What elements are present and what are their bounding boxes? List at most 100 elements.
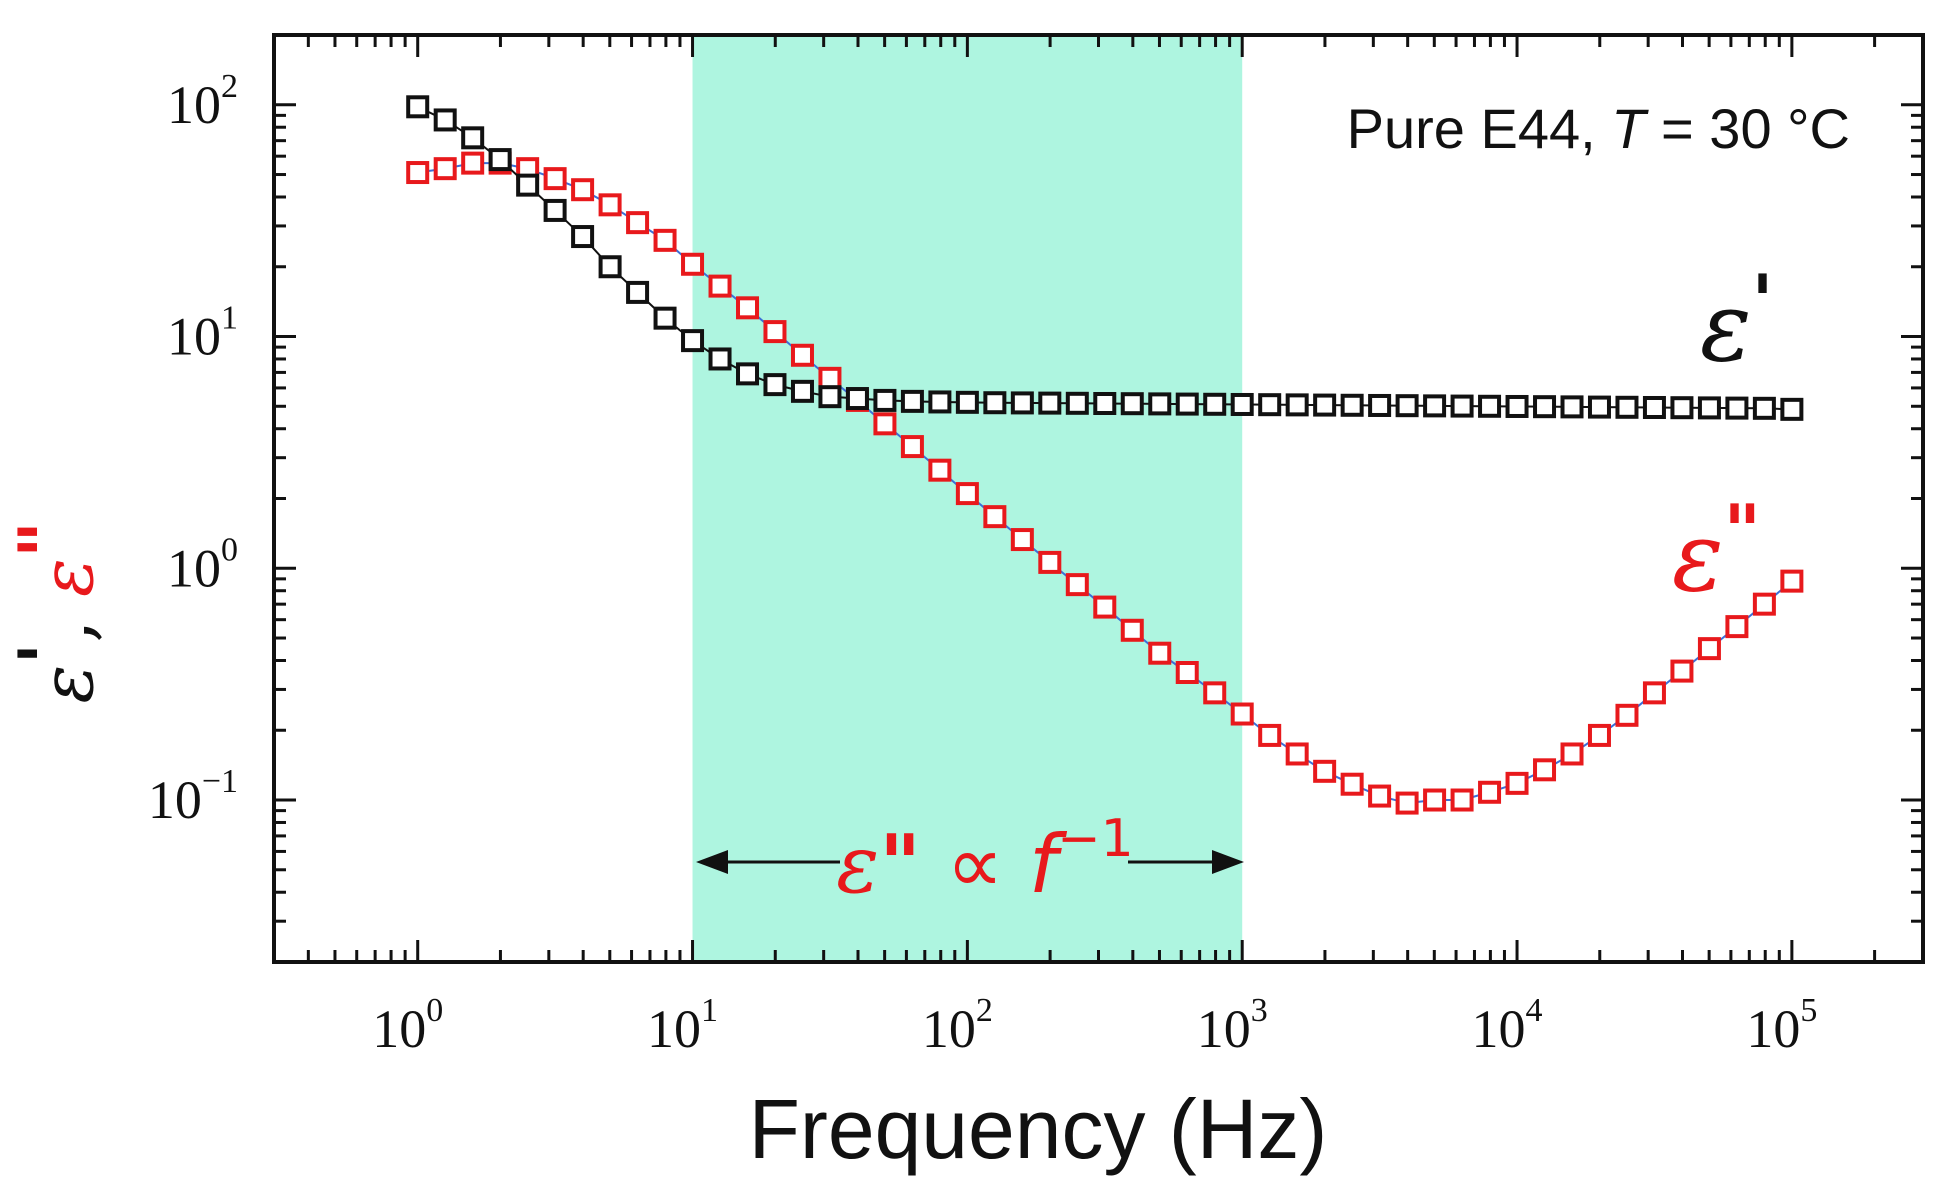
y-title-eps2: ε bbox=[25, 558, 109, 597]
eps-prime-point bbox=[1120, 392, 1144, 416]
y-tick-base: 10 bbox=[167, 75, 221, 135]
major-ticks bbox=[274, 35, 1923, 962]
eps-prime-point bbox=[900, 389, 924, 413]
y-title-prime: ' bbox=[2, 643, 87, 665]
y-title-comma: , bbox=[25, 597, 109, 643]
y-axis-title: ε', ε" bbox=[2, 521, 109, 704]
eps-prime-point bbox=[1313, 393, 1337, 417]
eps-prime-symbol: ε bbox=[1700, 271, 1752, 383]
x-tick-label: 103 bbox=[1197, 992, 1268, 1059]
condition-annotation: Pure E44, T = 30 °C bbox=[1347, 97, 1850, 160]
eps-prime-point bbox=[873, 388, 897, 412]
eps-prime-point bbox=[1560, 395, 1584, 419]
eps-prime-point bbox=[1450, 394, 1474, 418]
eps-prime-point bbox=[1285, 393, 1309, 417]
x-tick-exponent: 2 bbox=[976, 992, 993, 1029]
eps-double-prime-point bbox=[790, 343, 814, 367]
eps-double-prime-point bbox=[1285, 742, 1309, 766]
x-tick-exponent: 5 bbox=[1800, 992, 1817, 1029]
y-tick-base: 10 bbox=[167, 538, 221, 598]
eps-prime-point bbox=[1175, 392, 1199, 416]
eps-prime-point bbox=[1780, 397, 1804, 421]
arrow-right-head bbox=[1212, 850, 1244, 874]
x-tick-label: 101 bbox=[647, 992, 718, 1059]
eps-double-prime-point bbox=[1560, 742, 1584, 766]
eps-double-prime-point bbox=[1505, 771, 1529, 795]
eps-double-prime-point bbox=[1642, 681, 1666, 705]
eps-double-prime-point bbox=[461, 151, 485, 175]
eps-prime-point bbox=[818, 385, 842, 409]
eps-prime-point bbox=[1478, 394, 1502, 418]
eps-double-prime-point bbox=[1725, 615, 1749, 639]
x-tick-exponent: 3 bbox=[1251, 992, 1268, 1029]
eps-prime-point bbox=[1368, 393, 1392, 417]
x-tick-label: 102 bbox=[922, 992, 993, 1059]
eps-prime-point bbox=[983, 391, 1007, 415]
eps-prime-point bbox=[488, 148, 512, 172]
eps-prime-point bbox=[1230, 392, 1254, 416]
eps-prime-point bbox=[1670, 396, 1694, 420]
eps-double-prime-point bbox=[1093, 595, 1117, 619]
eps-double-prime-point bbox=[1697, 637, 1721, 661]
eps-double-prime-point bbox=[1038, 550, 1062, 574]
eps-prime-mark: ' bbox=[1752, 258, 1774, 343]
eps-prime-point bbox=[955, 390, 979, 414]
scaling-exp: −1 bbox=[1057, 809, 1134, 869]
eps-double-prime-point bbox=[1615, 703, 1639, 727]
eps-prime-point bbox=[626, 280, 650, 304]
eps-double-prime-point bbox=[1148, 641, 1172, 665]
eps-prime-point bbox=[433, 108, 457, 132]
eps-double-prime-point bbox=[1065, 573, 1089, 597]
y-tick-label: 10−1 bbox=[148, 763, 238, 830]
eps-double-prime-point bbox=[543, 167, 567, 191]
scaling-prop: ∝ bbox=[921, 818, 1029, 911]
eps-prime-point bbox=[543, 198, 567, 222]
eps-double-prime-point bbox=[900, 435, 924, 459]
eps-double-prime-point bbox=[1230, 702, 1254, 726]
eps-prime-point bbox=[1423, 394, 1447, 418]
y-tick-exponent: 1 bbox=[221, 300, 238, 337]
eps-prime-point bbox=[1587, 395, 1611, 419]
x-tick-labels: 100 101 102 103 104 105 bbox=[372, 992, 1817, 1059]
eps-prime-point bbox=[1340, 393, 1364, 417]
eps-prime-point bbox=[406, 95, 430, 119]
eps-prime-point bbox=[516, 173, 540, 197]
eps-prime-point bbox=[736, 362, 760, 386]
eps-double-prime-point bbox=[1340, 772, 1364, 796]
condition-suffix: = 30 °C bbox=[1645, 97, 1850, 160]
condition-variable: T bbox=[1611, 97, 1649, 160]
eps-prime-point bbox=[1258, 393, 1282, 417]
x-tick-exponent: 1 bbox=[701, 992, 718, 1029]
eps-double-prime-point bbox=[626, 211, 650, 235]
eps-dprime-mark: " bbox=[1724, 488, 1762, 573]
eps-prime-point bbox=[1038, 391, 1062, 415]
x-tick-base: 10 bbox=[372, 999, 426, 1059]
eps-prime-point bbox=[1615, 395, 1639, 419]
eps-prime-point bbox=[1010, 391, 1034, 415]
eps-prime-point bbox=[1148, 392, 1172, 416]
eps-double-prime-point bbox=[1120, 618, 1144, 642]
series-eps-prime bbox=[406, 95, 1804, 421]
eps-double-prime-point bbox=[1010, 528, 1034, 552]
eps-double-prime-point bbox=[983, 505, 1007, 529]
eps-double-prime-point bbox=[708, 274, 732, 298]
x-tick-exponent: 0 bbox=[426, 992, 443, 1029]
eps-prime-point bbox=[845, 387, 869, 411]
eps-double-prime-point bbox=[1258, 723, 1282, 747]
eps-prime-point bbox=[1065, 391, 1089, 415]
eps-double-prime-point bbox=[1203, 681, 1227, 705]
eps-double-prime-point bbox=[1533, 758, 1557, 782]
eps-dprime-symbol: ε bbox=[1672, 501, 1724, 613]
y-title-dprime: " bbox=[2, 521, 87, 559]
x-tick-exponent: 4 bbox=[1526, 992, 1543, 1029]
y-tick-label: 100 bbox=[167, 531, 238, 598]
condition-prefix: Pure E44, bbox=[1347, 97, 1612, 160]
eps-double-prime-point bbox=[1670, 659, 1694, 683]
eps-double-prime-point bbox=[1780, 569, 1804, 593]
x-tick-label: 105 bbox=[1746, 992, 1817, 1059]
eps-prime-point bbox=[681, 329, 705, 353]
eps-double-prime-point bbox=[763, 320, 787, 344]
eps-double-prime-point bbox=[928, 458, 952, 482]
eps-prime-point bbox=[708, 347, 732, 371]
